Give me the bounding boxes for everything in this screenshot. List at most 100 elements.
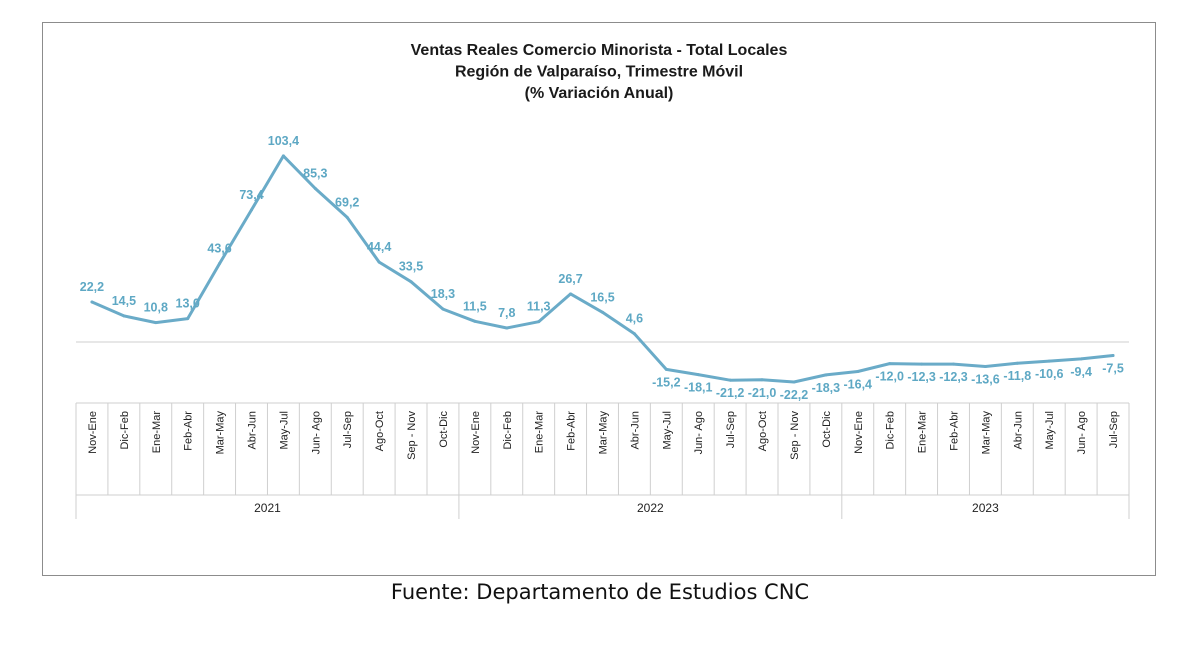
data-label: -22,2 bbox=[780, 388, 809, 402]
data-point bbox=[505, 326, 509, 330]
data-label: 26,7 bbox=[558, 272, 582, 286]
data-label: 4,6 bbox=[626, 312, 643, 326]
x-tick-label: Nov-Ene bbox=[470, 411, 482, 454]
data-label: -15,2 bbox=[652, 375, 681, 389]
x-tick-label: Mar-May bbox=[598, 411, 610, 455]
x-tick-label: Abr-Jun bbox=[247, 411, 259, 450]
x-tick-label: Nov-Ene bbox=[87, 411, 99, 454]
x-tick-label: Feb-Abr bbox=[566, 411, 578, 451]
data-label: -18,1 bbox=[684, 381, 713, 395]
data-point bbox=[473, 319, 477, 323]
data-label: 18,3 bbox=[431, 287, 455, 301]
data-label: -7,5 bbox=[1102, 362, 1124, 376]
x-tick-label: Ene-Mar bbox=[534, 411, 546, 454]
data-label: 22,2 bbox=[80, 280, 104, 294]
data-point bbox=[122, 314, 126, 318]
data-label: 16,5 bbox=[590, 290, 614, 304]
x-tick-label: Mar-May bbox=[980, 411, 992, 455]
data-label: -21,2 bbox=[716, 386, 745, 400]
x-tick-label: Sep - Nov bbox=[406, 411, 418, 460]
x-tick-label: Dic-Feb bbox=[885, 411, 897, 450]
x-tick-label: Ago-Oct bbox=[374, 411, 386, 451]
data-point bbox=[664, 367, 668, 371]
data-point bbox=[569, 292, 573, 296]
x-tick-label: May-Jul bbox=[1044, 411, 1056, 450]
x-tick-label: Sep - Nov bbox=[789, 411, 801, 460]
data-label: -12,3 bbox=[939, 370, 968, 384]
data-point bbox=[441, 307, 445, 311]
data-point bbox=[1015, 361, 1019, 365]
data-point bbox=[1079, 357, 1083, 361]
data-label: 73,4 bbox=[239, 188, 263, 202]
data-point bbox=[920, 362, 924, 366]
data-point bbox=[632, 332, 636, 336]
x-tick-label: Nov-Ene bbox=[853, 411, 865, 454]
data-point bbox=[186, 317, 190, 321]
data-label: 69,2 bbox=[335, 195, 359, 209]
data-point bbox=[1047, 359, 1051, 363]
data-label: 7,8 bbox=[498, 306, 515, 320]
data-label: 14,5 bbox=[112, 294, 136, 308]
x-tick-label: May-Jul bbox=[661, 411, 673, 450]
data-label: -10,6 bbox=[1035, 367, 1064, 381]
chart-title: Ventas Reales Comercio Minorista - Total… bbox=[411, 42, 788, 102]
data-point bbox=[345, 215, 349, 219]
year-group-label: 2022 bbox=[637, 501, 664, 515]
chart-title-line-3: (% Variación Anual) bbox=[525, 85, 674, 102]
data-point bbox=[154, 321, 158, 325]
data-label: 13,0 bbox=[176, 297, 200, 311]
x-tick-label: Feb-Abr bbox=[949, 411, 961, 451]
line-chart: Ventas Reales Comercio Minorista - Total… bbox=[75, 42, 1130, 519]
x-tick-label: Ene-Mar bbox=[917, 411, 929, 454]
data-label: -21,0 bbox=[748, 386, 777, 400]
x-tick-label: Dic-Feb bbox=[502, 411, 514, 450]
data-label: -18,3 bbox=[812, 381, 841, 395]
chart-title-line-1: Ventas Reales Comercio Minorista - Total… bbox=[411, 42, 788, 59]
x-tick-label: Dic-Feb bbox=[119, 411, 131, 450]
x-tick-label: Jun- Ago bbox=[1076, 411, 1088, 454]
category-axis: Nov-Ene Dic-Feb Ene-Mar Feb-Abr Mar-May Abr-J… bbox=[75, 341, 1130, 519]
data-point bbox=[601, 310, 604, 314]
source-caption: Fuente: Departamento de Estudios CNC bbox=[390, 580, 810, 604]
data-point bbox=[728, 378, 732, 382]
data-label: 103,4 bbox=[268, 134, 299, 148]
data-point bbox=[218, 262, 222, 266]
data-point bbox=[983, 364, 987, 368]
data-point bbox=[409, 280, 413, 284]
data-label: 33,5 bbox=[399, 260, 423, 274]
x-tick-label: Jul-Sep bbox=[342, 411, 354, 448]
chart-title-line-2: Región de Valparaíso, Trimestre Móvil bbox=[455, 64, 743, 81]
x-tick-label: Mar-May bbox=[215, 411, 227, 455]
series-line-group bbox=[90, 154, 1115, 384]
data-label: 11,3 bbox=[527, 300, 551, 314]
data-point bbox=[1111, 354, 1115, 357]
data-label: 43,6 bbox=[207, 242, 231, 256]
x-tick-label: Jul-Sep bbox=[1108, 411, 1120, 448]
year-group-label: 2023 bbox=[972, 501, 999, 515]
year-group-label: 2021 bbox=[254, 501, 281, 515]
data-label: -9,4 bbox=[1070, 365, 1092, 379]
chart-frame: Ventas Reales Comercio Minorista - Total… bbox=[42, 22, 1156, 576]
x-tick-label: Ene-Mar bbox=[151, 411, 163, 454]
data-point bbox=[792, 380, 796, 384]
data-point bbox=[377, 260, 381, 264]
data-label: 11,5 bbox=[463, 299, 487, 313]
data-label: -16,4 bbox=[844, 378, 873, 392]
data-label: -11,8 bbox=[1003, 369, 1031, 383]
data-point bbox=[90, 300, 94, 304]
x-tick-label: Abr-Jun bbox=[1012, 411, 1024, 450]
x-tick-label: Jul-Sep bbox=[725, 411, 737, 448]
data-point bbox=[537, 320, 541, 324]
data-point bbox=[281, 154, 285, 158]
data-labels: 22,2 14,5 10,8 13,0 43,6 73,4 103,4 85,3 69,2 44,… bbox=[80, 134, 1124, 402]
x-tick-label: Jun- Ago bbox=[693, 411, 705, 454]
x-tick-label: Feb-Abr bbox=[183, 411, 195, 451]
x-tick-label: Oct-Dic bbox=[821, 411, 833, 448]
data-label: -12,3 bbox=[907, 370, 936, 384]
data-point bbox=[856, 370, 860, 374]
data-label: -13,6 bbox=[971, 372, 1000, 386]
x-tick-label: Ago-Oct bbox=[757, 411, 769, 451]
x-tick-label: Abr-Jun bbox=[629, 411, 641, 450]
data-point bbox=[760, 378, 764, 382]
data-point bbox=[313, 186, 317, 190]
